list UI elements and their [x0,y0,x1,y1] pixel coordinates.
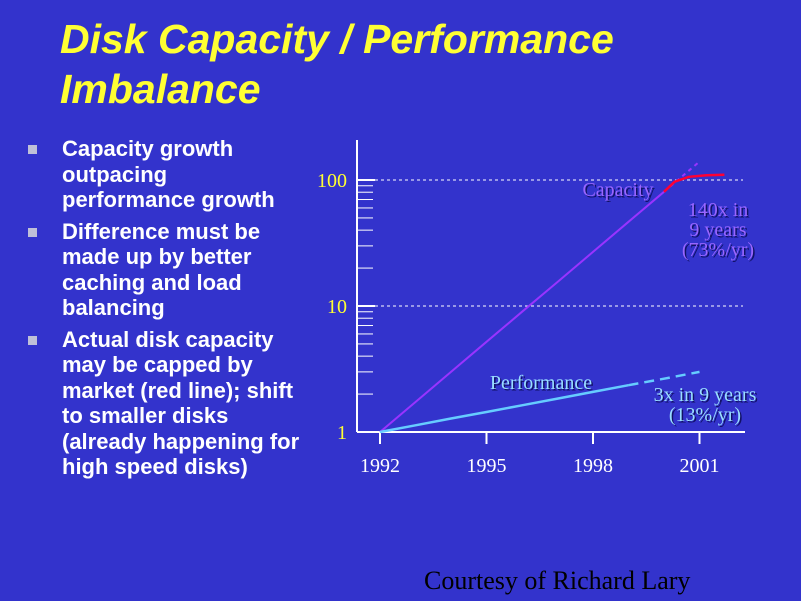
bullet-line: Actual disk capacity [62,326,274,352]
bullet-line: Capacity growth [62,136,234,161]
bullet-line: caching and load [62,269,242,295]
title-line-2: Imbalance [60,66,261,112]
performance-label-shadow: Performance [491,374,593,396]
square-bullet-icon [28,145,37,154]
performance-label: Performance [490,372,592,394]
x-tick-label: 1995 [467,455,507,477]
square-bullet-icon [28,227,37,237]
capacity-growth-label: 9 years [689,219,746,241]
bullet-line: market (red line); shift [62,377,294,403]
x-tick-label: 1992 [360,455,400,477]
credit-text: Courtesy of Richard Lary [424,566,691,595]
capacity-label-shadow: Capacity [584,181,655,203]
capacity-growth-label-shadow: 9 years [691,221,748,243]
bullet-line: high speed disks) [62,454,248,479]
bullet-list: Capacity growth outpacing performance gr… [24,136,324,486]
page-title: Disk Capacity / Performance Imbalance [60,14,760,114]
performance-growth-label: (13%/yr) [669,404,741,426]
performance-line [379,383,629,434]
bullet-line: may be capped by [62,352,253,377]
bullet-item: Actual disk capacity may be capped by ma… [24,327,324,480]
performance-growth-label-shadow: (13%/yr) [670,406,742,428]
bullet-line: Difference must be [62,218,261,244]
y-tick-label: 1 [337,422,347,444]
capacity-line [379,191,665,433]
title-line-1: Disk Capacity / Performance [60,16,614,62]
capacity-growth-label: 140x in [688,199,749,221]
x-tick-label: 2001 [680,455,720,477]
performance-growth-label: 3x in 9 years [654,384,757,406]
performance-growth-label-shadow: 3x in 9 years [655,386,758,408]
square-bullet-icon [28,335,37,345]
capacity-growth-label-shadow: (73%/yr) [683,241,755,263]
bullet-line: made up by better [62,244,252,269]
bullet-item: Difference must be made up by better cac… [24,219,324,321]
bullet-line: performance growth [62,187,275,212]
bullet-line: (already happening for [62,428,300,454]
bullet-line: outpacing [62,161,168,187]
y-tick-label: 10 [327,296,347,318]
x-tick-label: 1998 [573,455,613,477]
performance-projection-line [628,370,700,387]
bullet-line: to smaller disks [62,403,229,428]
capacity-capped-line [663,173,725,193]
bullet-line: balancing [62,295,165,320]
capacity-growth-label-shadow: 140x in [689,201,750,223]
y-tick-label: 100 [317,170,347,192]
capacity-label: Capacity [582,179,653,201]
capacity-growth-label: (73%/yr) [682,239,754,261]
bullet-item: Capacity growth outpacing performance gr… [24,136,324,213]
